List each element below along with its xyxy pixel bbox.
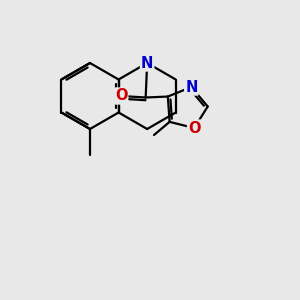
Text: O: O — [115, 88, 127, 104]
Text: N: N — [141, 56, 153, 70]
Text: O: O — [188, 121, 200, 136]
Text: N: N — [185, 80, 198, 94]
